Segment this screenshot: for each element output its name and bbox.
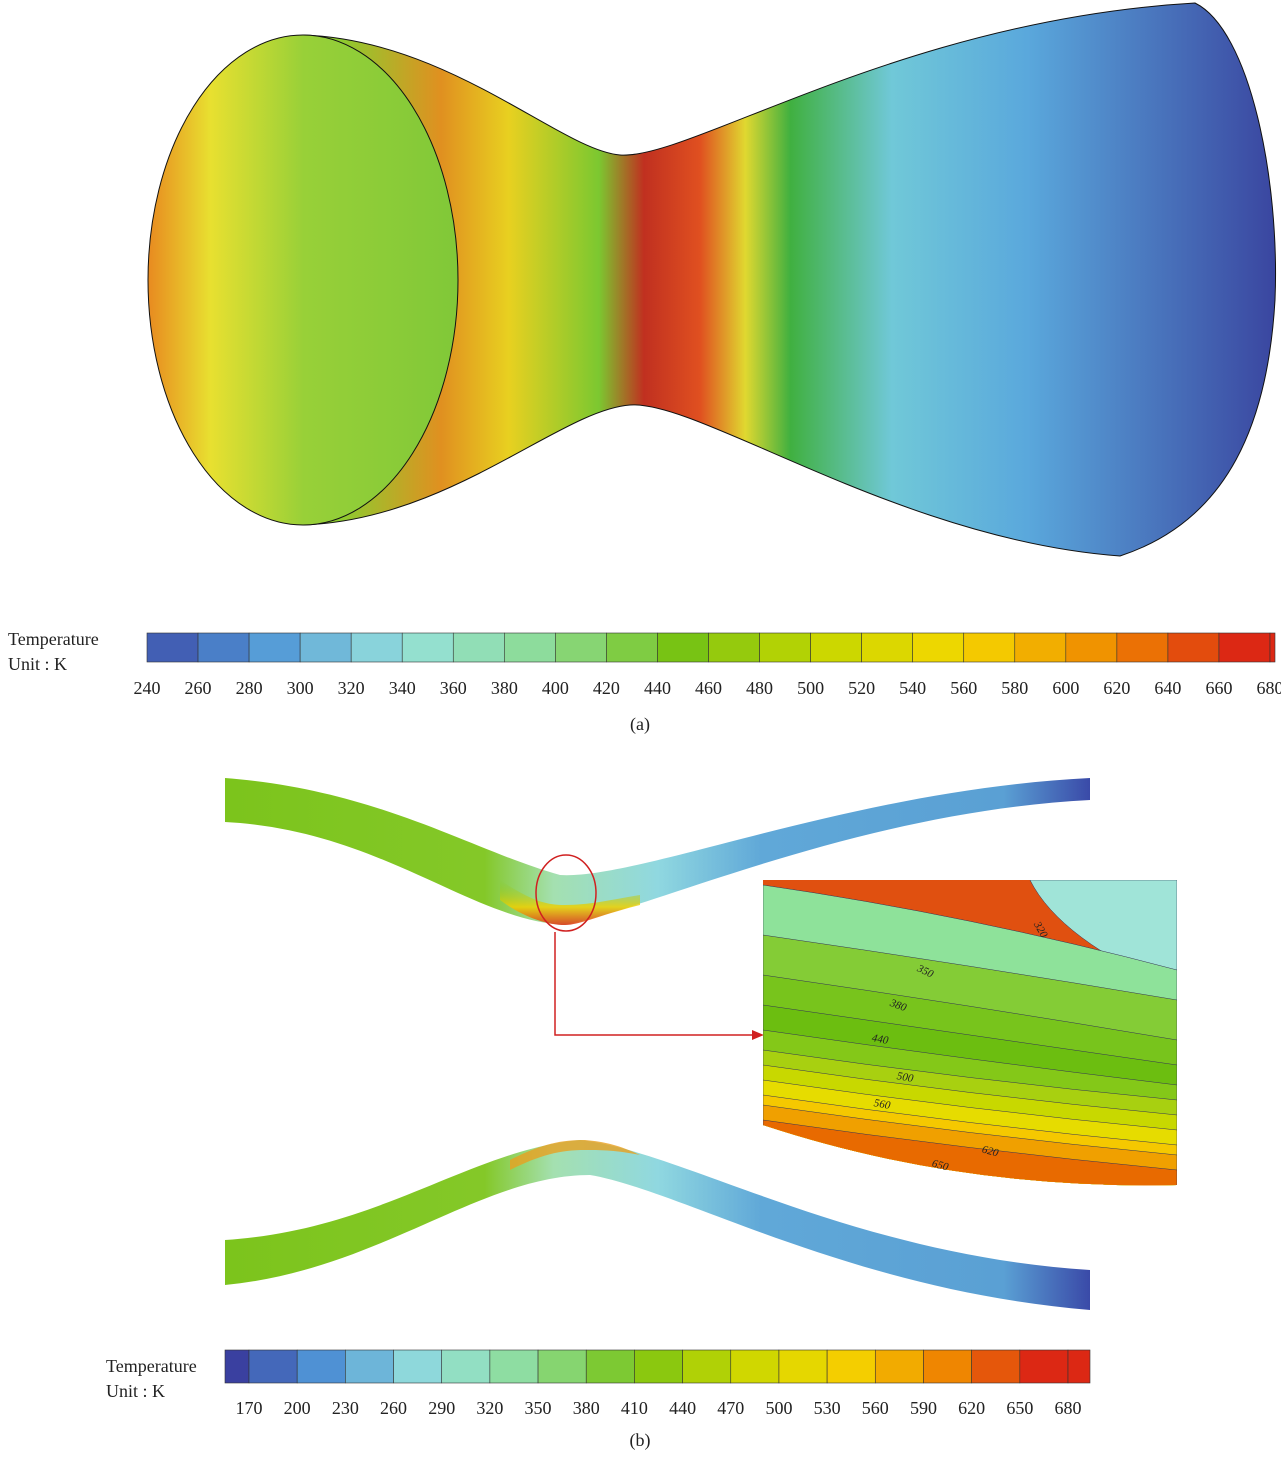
colorbar-tick-label: 640 bbox=[1154, 678, 1181, 698]
colorbar-tick-label: 350 bbox=[525, 1398, 552, 1418]
colorbar-band bbox=[1168, 633, 1219, 662]
colorbar-tick-label: 480 bbox=[746, 678, 773, 698]
colorbar-tick-label: 600 bbox=[1052, 678, 1079, 698]
colorbar-tick-label: 290 bbox=[428, 1398, 455, 1418]
colorbar-tick-label: 280 bbox=[236, 678, 263, 698]
colorbar-tick-label: 400 bbox=[542, 678, 569, 698]
colorbar-tick-label: 460 bbox=[695, 678, 722, 698]
colorbar-band bbox=[1066, 633, 1117, 662]
colorbar-tick-label: 470 bbox=[717, 1398, 744, 1418]
colorbar-tick-label: 420 bbox=[593, 678, 620, 698]
colorbar-band bbox=[297, 1350, 345, 1383]
colorbar-tick-label: 360 bbox=[440, 678, 467, 698]
figure: 240 260 280 300 320 340 360 380 400 420 440 460 480 5… bbox=[0, 0, 1281, 1454]
colorbar-band bbox=[1068, 1350, 1090, 1383]
colorbar-band bbox=[453, 633, 504, 662]
inset bbox=[763, 880, 1177, 1200]
colorbar-band bbox=[1270, 633, 1275, 662]
colorbar-tick-label: 500 bbox=[765, 1398, 792, 1418]
arrow-head bbox=[752, 1030, 764, 1040]
colorbar-band bbox=[606, 633, 657, 662]
colorbar-band bbox=[657, 633, 708, 662]
colorbar-band bbox=[972, 1350, 1020, 1383]
colorbar-band bbox=[811, 633, 862, 662]
colorbar-tick-label: 500 bbox=[797, 678, 824, 698]
colorbar-band bbox=[345, 1350, 393, 1383]
colorbar-band bbox=[760, 633, 811, 662]
colorbar-band bbox=[1020, 1350, 1068, 1383]
colorbar-tick-label: 320 bbox=[338, 678, 365, 698]
colorbar-band bbox=[249, 633, 300, 662]
colorbar-band bbox=[300, 633, 351, 662]
colorbar-band bbox=[490, 1350, 538, 1383]
colorbar-unit: Unit : K bbox=[8, 654, 67, 674]
colorbar-tick-label: 200 bbox=[284, 1398, 311, 1418]
colorbar-band bbox=[504, 633, 555, 662]
colorbar-band bbox=[1219, 633, 1270, 662]
colorbar-tick-label: 680 bbox=[1257, 678, 1281, 698]
colorbar-band bbox=[779, 1350, 827, 1383]
colorbar-a: 240 260 280 300 320 340 360 380 400 420 440 460 480 5… bbox=[134, 633, 1281, 698]
colorbar-tick-label: 560 bbox=[862, 1398, 889, 1418]
colorbar-tick-label: 680 bbox=[1055, 1398, 1082, 1418]
colorbar-title: Temperature bbox=[106, 1356, 197, 1376]
colorbar-tick-label: 170 bbox=[236, 1398, 263, 1418]
colorbar-tick-label: 320 bbox=[476, 1398, 503, 1418]
colorbar-band bbox=[555, 633, 606, 662]
colorbar-band bbox=[249, 1350, 297, 1383]
colorbar-band bbox=[875, 1350, 923, 1383]
colorbar-tick-label: 240 bbox=[134, 678, 161, 698]
colorbar-band bbox=[1015, 633, 1066, 662]
caption: (a) bbox=[630, 714, 650, 735]
nozzle-inlet bbox=[148, 35, 458, 525]
colorbar-band bbox=[827, 1350, 875, 1383]
colorbar-tick-label: 260 bbox=[185, 678, 212, 698]
colorbar-band bbox=[709, 633, 760, 662]
colorbar-tick-label: 590 bbox=[910, 1398, 937, 1418]
colorbar-tick-label: 580 bbox=[1001, 678, 1028, 698]
colorbar-tick-label: 530 bbox=[814, 1398, 841, 1418]
colorbar-band bbox=[923, 1350, 971, 1383]
colorbar-band bbox=[634, 1350, 682, 1383]
colorbar-tick-label: 660 bbox=[1205, 678, 1232, 698]
colorbar-band bbox=[351, 633, 402, 662]
colorbar-tick-label: 440 bbox=[669, 1398, 696, 1418]
colorbar-band bbox=[1117, 633, 1168, 662]
colorbar-band bbox=[198, 633, 249, 662]
colorbar-tick-label: 540 bbox=[899, 678, 926, 698]
colorbar-band bbox=[402, 633, 453, 662]
colorbar-tick-label: 380 bbox=[491, 678, 518, 698]
colorbar-band bbox=[731, 1350, 779, 1383]
colorbar-band bbox=[225, 1350, 249, 1383]
colorbar-tick-label: 230 bbox=[332, 1398, 359, 1418]
caption: (b) bbox=[630, 1430, 651, 1451]
colorbar-tick-label: 300 bbox=[287, 678, 314, 698]
colorbar-b: 170 200 230 260 290 320 350 380 410 440 470 500 530 5… bbox=[225, 1350, 1090, 1418]
colorbar-tick-label: 620 bbox=[1103, 678, 1130, 698]
colorbar-tick-label: 440 bbox=[644, 678, 671, 698]
colorbar-tick-label: 410 bbox=[621, 1398, 648, 1418]
zoom-arrow bbox=[555, 932, 752, 1035]
colorbar-tick-label: 260 bbox=[380, 1398, 407, 1418]
colorbar-band bbox=[147, 633, 198, 662]
colorbar-tick-label: 340 bbox=[389, 678, 416, 698]
colorbar-tick-label: 650 bbox=[1006, 1398, 1033, 1418]
colorbar-unit: Unit : K bbox=[106, 1381, 165, 1401]
colorbar-tick-label: 560 bbox=[950, 678, 977, 698]
colorbar-tick-label: 380 bbox=[573, 1398, 600, 1418]
colorbar-band bbox=[538, 1350, 586, 1383]
colorbar-tick-label: 620 bbox=[958, 1398, 985, 1418]
colorbar-title: Temperature bbox=[8, 629, 99, 649]
colorbar-band bbox=[683, 1350, 731, 1383]
colorbar-band bbox=[394, 1350, 442, 1383]
colorbar-tick-label: 520 bbox=[848, 678, 875, 698]
colorbar-band bbox=[913, 633, 964, 662]
colorbar-band bbox=[442, 1350, 490, 1383]
colorbar-band bbox=[862, 633, 913, 662]
colorbar-band bbox=[964, 633, 1015, 662]
colorbar-band bbox=[586, 1350, 634, 1383]
